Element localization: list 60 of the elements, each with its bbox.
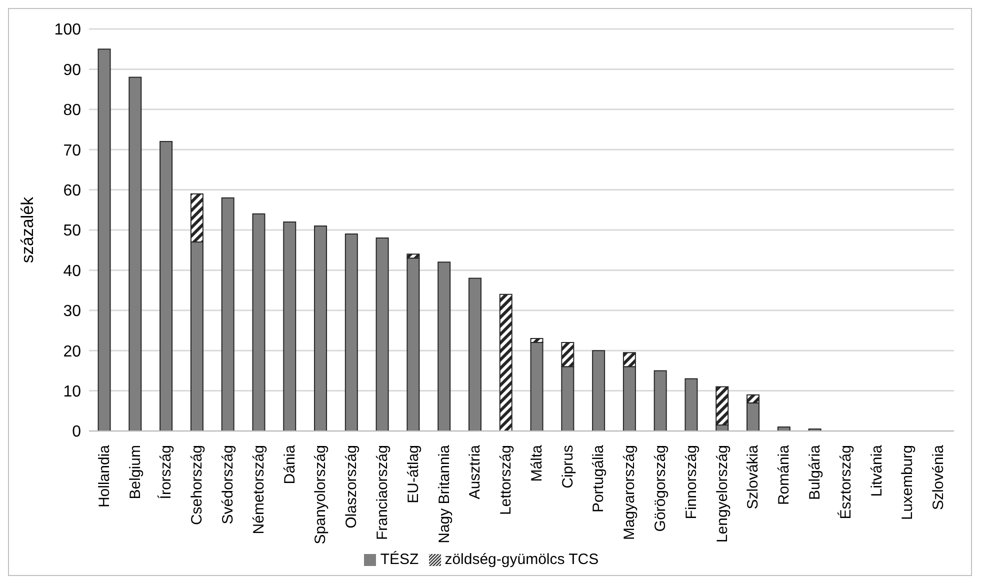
x-tick-label: Németország <box>250 445 268 534</box>
x-tick-label: Dánia <box>281 444 298 484</box>
x-tick-label: Csehország <box>188 445 206 526</box>
y-tick-label: 40 <box>63 262 82 280</box>
x-tick-label: Magyarország <box>621 445 638 540</box>
x-tick-label: Szlovákia <box>744 444 762 510</box>
x-tick-label: Ciprus <box>559 445 576 488</box>
bar <box>160 141 173 431</box>
x-tick-label: Hollandia <box>96 444 113 508</box>
y-tick-label: 90 <box>63 62 82 79</box>
bar <box>684 378 698 431</box>
x-tick-label: Málta <box>528 444 546 482</box>
legend-label: zöldség-gyümölcs TCS <box>444 551 599 568</box>
x-tick-label: Lengyelország <box>714 445 731 543</box>
y-tick-label: 10 <box>63 383 82 400</box>
bar <box>221 197 234 431</box>
bar <box>654 370 667 431</box>
bar <box>406 258 420 431</box>
legend-label: TÉSZ <box>380 551 419 568</box>
y-axis-title: százalék <box>18 196 38 264</box>
bar <box>499 294 512 431</box>
x-tick-label: Lettország <box>498 445 515 516</box>
y-tick-label: 0 <box>72 424 82 441</box>
bar <box>530 342 544 431</box>
x-tick-label: Finnország <box>682 445 700 520</box>
bar <box>128 76 142 431</box>
bar <box>376 238 389 431</box>
bar <box>438 262 451 431</box>
x-tick-label: Ausztria <box>466 444 484 500</box>
bar <box>592 350 606 431</box>
x-tick-label: Portugália <box>590 444 608 513</box>
bar <box>468 278 482 431</box>
x-tick-label: Olaszország <box>343 445 360 528</box>
bar <box>98 48 111 431</box>
x-tick-label: Litvánia <box>868 444 886 497</box>
y-tick-label: 50 <box>63 222 82 240</box>
x-tick-label: Görögország <box>652 445 670 532</box>
bar <box>344 234 358 431</box>
y-tick-label: 20 <box>63 343 82 360</box>
y-tick-label: 100 <box>54 22 82 39</box>
bar <box>252 213 266 431</box>
x-tick-label: EU-átlag <box>404 445 422 504</box>
x-tick-label: Belgium <box>126 445 144 500</box>
bar <box>777 426 790 431</box>
x-tick-label: Franciaország <box>374 445 391 540</box>
y-tick-label: 30 <box>63 303 82 320</box>
x-tick-label: Bulgária <box>806 444 824 500</box>
y-tick-label: 80 <box>63 102 82 120</box>
x-tick-label: Luxemburg <box>899 445 916 520</box>
y-tick-label: 60 <box>63 182 82 200</box>
bar <box>283 221 296 431</box>
x-tick-label: Nagy Britannia <box>436 444 453 544</box>
x-tick-label: Írország <box>156 445 175 500</box>
y-tick-label: 70 <box>63 142 82 160</box>
x-tick-label: Spanyolország <box>312 445 330 544</box>
x-tick-label: Észtország <box>836 445 854 520</box>
bar <box>314 225 328 431</box>
x-tick-label: Szlovénia <box>930 444 948 510</box>
x-tick-label: Románia <box>776 444 793 506</box>
x-tick-label: Svédország <box>220 445 237 524</box>
